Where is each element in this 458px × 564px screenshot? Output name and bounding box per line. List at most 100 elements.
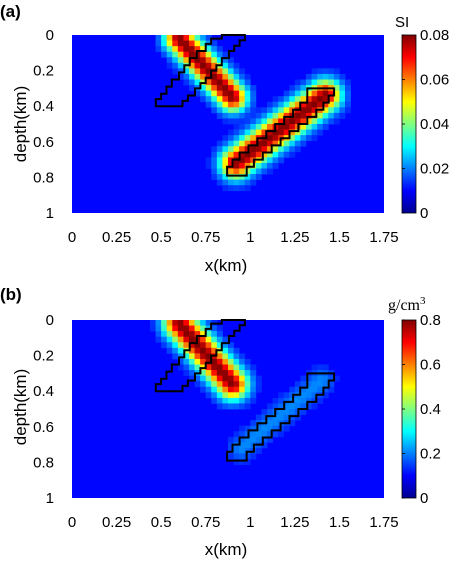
heatmap-cell <box>150 325 156 332</box>
heatmap-cell <box>205 96 212 103</box>
heatmap-cell <box>306 73 312 80</box>
heatmap-cell <box>244 370 251 377</box>
heatmap-cell <box>345 79 351 86</box>
heatmap-cell <box>328 68 335 75</box>
heatmap-cell <box>194 35 201 41</box>
heatmap-cell <box>255 414 262 421</box>
panel-b-colorbar: g/cm3 0.8 0.6 0.4 0.2 0 <box>388 295 441 507</box>
heatmap-cell <box>250 453 257 460</box>
heatmap-cell <box>239 397 246 404</box>
heatmap-cell <box>228 342 234 349</box>
heatmap-cell <box>255 118 262 125</box>
panel-b-colorbar-unit: g/cm3 <box>388 295 426 314</box>
heatmap-cell <box>177 325 184 332</box>
panel-a-colorbar-unit: SI <box>395 14 409 31</box>
heatmap-cell <box>261 124 268 130</box>
heatmap-cell <box>183 57 190 64</box>
heatmap-cell <box>328 386 335 393</box>
heatmap-cell <box>267 403 273 410</box>
heatmap-cell <box>222 90 229 97</box>
heatmap-cell <box>306 392 312 399</box>
heatmap-cell <box>333 375 340 382</box>
heatmap-cell <box>228 179 234 186</box>
heatmap-cell <box>216 112 223 119</box>
heatmap-cell <box>250 146 257 153</box>
heatmap-cell <box>211 370 218 377</box>
heatmap-cell <box>311 397 318 404</box>
heatmap-cell <box>278 409 285 415</box>
heatmap-cell <box>228 140 234 147</box>
body-outline <box>154 319 246 393</box>
heatmap-cell <box>161 320 168 326</box>
heatmap-cell <box>194 381 201 388</box>
heatmap-cell <box>189 40 195 47</box>
heatmap-cell <box>261 436 268 443</box>
heatmap-cell <box>244 124 251 130</box>
heatmap-cell <box>244 397 251 404</box>
heatmap-cell <box>261 431 268 438</box>
heatmap-cell <box>194 342 201 349</box>
heatmap-cell <box>300 129 307 136</box>
heatmap-cell <box>222 135 229 142</box>
heatmap-cell <box>200 62 207 69</box>
heatmap-cell <box>244 79 251 86</box>
heatmap-cell <box>216 107 223 114</box>
heatmap-cell <box>228 118 234 125</box>
heatmap-cell <box>200 353 207 360</box>
panel-b-colorbar-ticks: 0.8 0.6 0.4 0.2 0 <box>402 312 441 507</box>
heatmap-cell <box>322 364 329 371</box>
heatmap-cell <box>222 392 229 399</box>
heatmap-cell <box>250 397 257 404</box>
heatmap-cell <box>289 146 296 153</box>
x-tick-label: 0.75 <box>191 514 220 531</box>
heatmap-cell <box>289 129 296 136</box>
heatmap-cell <box>294 403 301 410</box>
heatmap-cell <box>261 168 268 175</box>
y-tick-label: 1 <box>46 205 54 222</box>
heatmap-cell <box>300 124 307 130</box>
heatmap-cell <box>150 320 156 326</box>
heatmap-cell <box>311 381 318 388</box>
heatmap-cell <box>189 320 195 326</box>
heatmap-cell <box>239 436 246 443</box>
heatmap-cell <box>211 107 218 114</box>
heatmap-cell <box>250 101 257 108</box>
heatmap-cell <box>205 392 212 399</box>
heatmap-cell <box>228 146 234 153</box>
heatmap-cell <box>194 353 201 360</box>
heatmap-cell <box>233 347 240 354</box>
heatmap-cell <box>311 118 318 125</box>
heatmap-cell <box>306 118 312 125</box>
heatmap-cell <box>272 101 279 108</box>
heatmap-cell <box>261 442 268 449</box>
heatmap-cell <box>216 331 223 338</box>
heatmap-cell <box>216 46 223 53</box>
heatmap-cell <box>233 146 240 153</box>
heatmap-cell <box>216 403 223 410</box>
y-tick-label: 0.8 <box>33 454 54 471</box>
heatmap-cell <box>233 96 240 103</box>
heatmap-cell <box>267 112 273 119</box>
heatmap-cell <box>189 336 195 343</box>
heatmap-cell <box>244 403 251 410</box>
heatmap-cell <box>222 68 229 75</box>
heatmap-cell <box>205 331 212 338</box>
heatmap-cell <box>205 51 212 58</box>
heatmap-cell <box>239 185 246 192</box>
heatmap-cell <box>194 57 201 64</box>
heatmap-cell <box>222 112 229 119</box>
heatmap-cell <box>261 129 268 136</box>
heatmap-cell <box>322 381 329 388</box>
heatmap-cell <box>233 162 240 169</box>
heatmap-cell <box>278 107 285 114</box>
heatmap-cell <box>200 68 207 75</box>
heatmap-cell <box>267 162 273 169</box>
heatmap-cell <box>278 112 285 119</box>
panel-b-y-ticks: 0 0.2 0.4 0.6 0.8 1 <box>33 312 54 507</box>
heatmap-cell <box>278 431 285 438</box>
heatmap-cell <box>345 85 351 92</box>
heatmap-cell <box>183 325 190 332</box>
heatmap-cell <box>250 85 257 92</box>
heatmap-cell <box>294 90 301 97</box>
x-tick-label: 0.25 <box>102 229 131 246</box>
